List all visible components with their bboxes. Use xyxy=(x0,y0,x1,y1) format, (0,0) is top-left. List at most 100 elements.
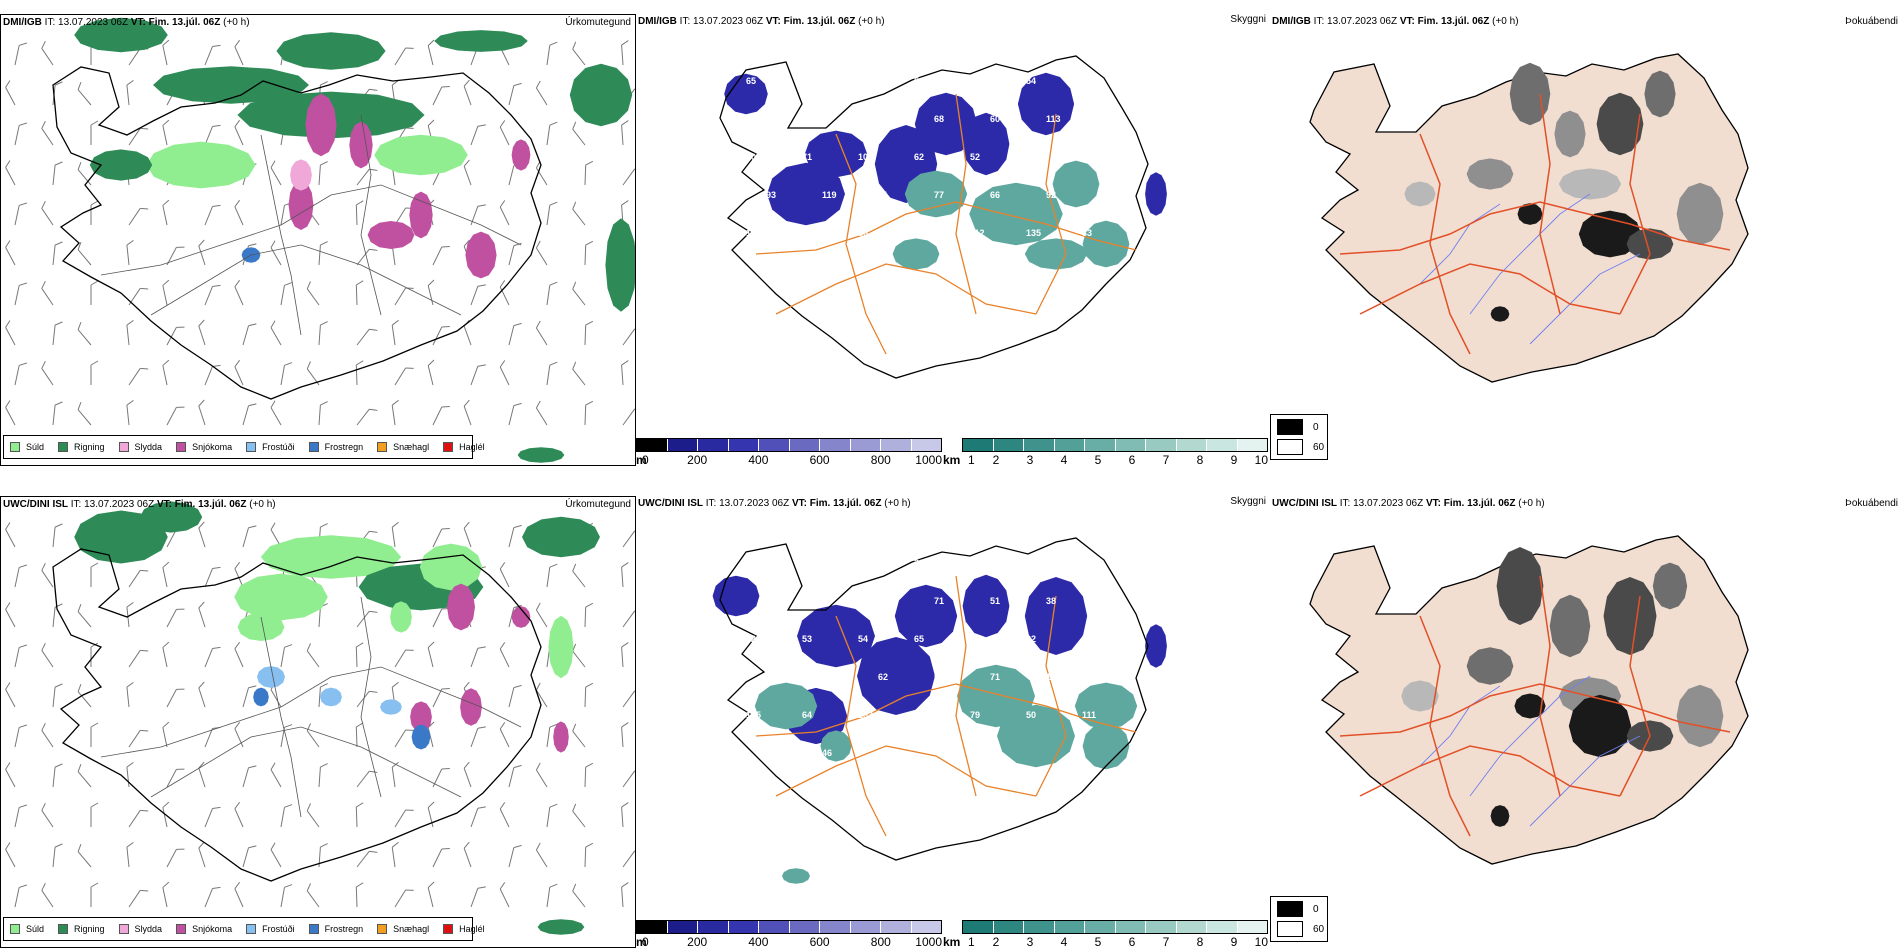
legend-item: Snjókoma xyxy=(176,924,232,934)
wind-barb xyxy=(162,881,170,908)
visibility-unit: km xyxy=(943,935,961,948)
wind-barb xyxy=(572,121,586,146)
map-value-label: 51 xyxy=(878,190,888,200)
fog-area xyxy=(1466,158,1514,190)
wind-barb xyxy=(508,242,522,266)
wind-barb xyxy=(306,883,320,908)
wind-barb xyxy=(14,884,27,908)
map-value-label: 60 xyxy=(990,114,1000,124)
wind-barb xyxy=(166,848,185,868)
map-value-label: 77 xyxy=(934,190,944,200)
legend-item: Súld xyxy=(10,442,44,452)
wind-barb xyxy=(234,359,244,386)
cloud-area xyxy=(782,868,810,884)
cloudbase-tick: 0 xyxy=(642,453,649,466)
wind-barb xyxy=(234,801,244,828)
wind-barb xyxy=(234,39,244,66)
wind-barb xyxy=(270,160,282,186)
wind-barb xyxy=(204,566,221,588)
wind-barb xyxy=(14,644,27,668)
legend-swatch xyxy=(58,442,69,452)
visibility-color-cell xyxy=(1176,921,1207,933)
wind-barb xyxy=(90,280,99,305)
visibility-tick: 10 xyxy=(1254,453,1268,466)
wind-barb xyxy=(318,683,328,708)
fog-area xyxy=(1401,680,1439,712)
legend-swatch xyxy=(10,442,20,452)
wind-barb xyxy=(234,721,244,748)
wind-barb xyxy=(463,761,472,788)
cloud-area xyxy=(1082,220,1130,268)
param-title: Skyggni xyxy=(1230,496,1266,507)
visibility-tick: 9 xyxy=(1230,935,1238,948)
wind-barb xyxy=(77,843,92,868)
wind-barb xyxy=(546,121,558,146)
legend-item: Slydda xyxy=(118,442,162,452)
fog-area xyxy=(1496,547,1544,625)
map-value-label: 51 xyxy=(1082,152,1092,162)
wind-barb xyxy=(41,40,54,66)
precip-area xyxy=(569,63,633,127)
visibility-color-cell xyxy=(1237,439,1267,451)
fog-legend-row: 0 xyxy=(1277,901,1319,917)
wind-barb xyxy=(280,644,293,668)
visibility-color-cell xyxy=(1054,921,1085,933)
wind-barb xyxy=(535,682,548,708)
fog-fields xyxy=(1404,62,1724,322)
fog-swatch xyxy=(1277,439,1303,455)
wind-barb xyxy=(204,886,221,908)
wind-barb xyxy=(270,842,282,868)
wind-barb xyxy=(5,240,16,266)
wind-barb xyxy=(427,641,435,668)
wind-barb xyxy=(198,761,206,788)
map-value-label: 66 xyxy=(990,190,1000,200)
cloud-area xyxy=(1145,624,1167,668)
wind-barb xyxy=(356,328,378,346)
wind-barb xyxy=(198,681,206,708)
map-value-label: 92 xyxy=(970,634,980,644)
legend-item: Haglél xyxy=(443,924,485,934)
legend-label: Rigning xyxy=(74,924,105,934)
wind-barb xyxy=(572,361,586,386)
legend-swatch xyxy=(308,924,319,934)
wind-barb xyxy=(14,362,27,386)
fog-area xyxy=(1596,92,1644,156)
map-value-label: 141 xyxy=(914,228,929,238)
wind-barb xyxy=(318,763,328,788)
fog-legend-row: 0 xyxy=(1277,419,1319,435)
wind-barb xyxy=(546,883,558,908)
panel-header: UWC/DINI ISL IT: 13.07.2023 06Z VT: Fim.… xyxy=(638,498,911,509)
wind-barb xyxy=(432,245,450,266)
precip-area xyxy=(257,666,285,688)
fog-area xyxy=(1558,168,1622,200)
cloudbase-color-cell xyxy=(789,439,820,451)
cloudbase-unit: m xyxy=(636,935,647,948)
wind-barb xyxy=(90,360,99,385)
visibility-color-cell xyxy=(1176,439,1207,451)
visibility-color-cell xyxy=(1146,439,1177,451)
wind-barb xyxy=(622,530,635,548)
wind-barb xyxy=(198,601,206,628)
wind-barb xyxy=(391,399,399,426)
wind-barb xyxy=(535,320,548,346)
visibility-color-cell xyxy=(1085,921,1116,933)
wind-barb xyxy=(162,279,170,306)
wind-barb xyxy=(499,642,510,668)
wind-barb xyxy=(204,806,221,828)
wind-barb xyxy=(391,319,399,346)
legend-item: Snjókoma xyxy=(176,442,232,452)
wind-barb xyxy=(318,241,328,266)
visibility-tick: 7 xyxy=(1162,935,1170,948)
wind-barb xyxy=(270,762,282,788)
visibility-tick: 2 xyxy=(992,935,1000,948)
wind-barb xyxy=(77,321,92,346)
wind-barb xyxy=(546,41,558,66)
wind-barb xyxy=(128,287,149,306)
wind-barb xyxy=(41,280,54,306)
panel-header: DMI/IGB IT: 13.07.2023 06Z VT: Fim. 13.j… xyxy=(3,17,250,28)
wind-barb xyxy=(270,400,282,426)
iceland-coastline xyxy=(719,537,1149,861)
visibility-color-cell xyxy=(1085,439,1116,451)
cloudbase-unit: m xyxy=(636,453,647,466)
cloudbase-tick: 800 xyxy=(870,453,891,466)
